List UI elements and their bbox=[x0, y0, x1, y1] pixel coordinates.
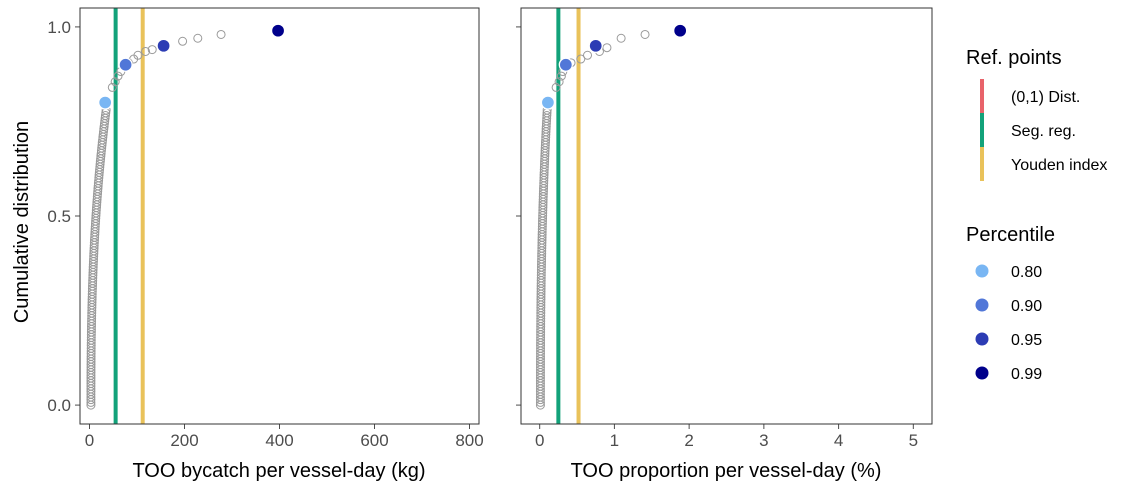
panel-left-x-title: TOO bycatch per vessel-day (kg) bbox=[132, 460, 425, 482]
panel-left-marks: 0 200 400 600 800 0.0 0.5 1.0 bbox=[47, 8, 484, 450]
data-point bbox=[640, 29, 650, 39]
x-tick-label: 800 bbox=[455, 431, 483, 450]
data-point bbox=[216, 29, 226, 39]
x-tick-label: 200 bbox=[170, 431, 198, 450]
legend-percentile-label: 0.80 bbox=[1011, 264, 1042, 281]
legend-ref-label: Youden index bbox=[1011, 157, 1107, 174]
legend-ref-items: (0,1) Dist. Seg. reg. Youden index bbox=[980, 79, 1107, 181]
x-tick-label: 2 bbox=[684, 431, 693, 450]
panel-left-border bbox=[79, 7, 480, 425]
legend-percentile-label: 0.99 bbox=[1011, 366, 1042, 383]
data-point bbox=[178, 36, 188, 46]
data-point bbox=[551, 82, 561, 92]
x-tick-label: 1 bbox=[610, 431, 619, 450]
legend-ref-title: Ref. points bbox=[966, 47, 1062, 69]
panel-right-x-title: TOO proportion per vessel-day (%) bbox=[571, 460, 882, 482]
panel-right: 0 1 2 3 4 5 TOO proportion per vessel-day (%) bbox=[516, 7, 933, 482]
percentile-point-095 bbox=[588, 38, 603, 53]
percentile-point-080 bbox=[540, 95, 556, 110]
legend-percentile-items: 0.80 0.90 0.95 0.99 bbox=[975, 264, 1042, 383]
panel-left: 0 200 400 600 800 0.0 0.5 1.0 TOO bycatch per v… bbox=[47, 7, 484, 482]
panel-right-marks: 0 1 2 3 4 5 bbox=[516, 8, 918, 450]
x-tick-label: 0 bbox=[85, 431, 94, 450]
percentile-point-090 bbox=[558, 57, 573, 72]
panel-right-border bbox=[520, 7, 933, 425]
percentile-point-090 bbox=[118, 57, 133, 72]
data-point bbox=[110, 77, 120, 87]
x-tick-label: 4 bbox=[834, 431, 843, 450]
legend-ref-label: Seg. reg. bbox=[1011, 123, 1076, 140]
data-point bbox=[113, 71, 123, 81]
data-point bbox=[554, 77, 564, 87]
legend-percentile-label: 0.95 bbox=[1011, 332, 1042, 349]
legend: Ref. points (0,1) Dist. Seg. reg. Youden i… bbox=[966, 47, 1107, 383]
legend-percentile-key bbox=[975, 264, 989, 278]
legend-percentile-key bbox=[975, 332, 989, 346]
y-tick-label: 1.0 bbox=[47, 18, 71, 37]
percentile-point-099 bbox=[270, 23, 286, 38]
data-point bbox=[616, 33, 626, 43]
legend-ref-label: (0,1) Dist. bbox=[1011, 89, 1080, 106]
data-point bbox=[556, 71, 566, 81]
x-tick-label: 5 bbox=[909, 431, 918, 450]
percentile-point-095 bbox=[156, 38, 171, 53]
legend-percentile-title: Percentile bbox=[966, 224, 1055, 246]
data-point bbox=[583, 50, 593, 60]
legend-percentile-label: 0.90 bbox=[1011, 298, 1042, 315]
legend-percentile-key bbox=[975, 366, 989, 380]
y-tick-label: 0.5 bbox=[47, 207, 71, 226]
y-axis-title: Cumulative distribution bbox=[11, 121, 33, 323]
percentile-point-080 bbox=[98, 95, 113, 110]
data-point bbox=[602, 43, 612, 53]
data-point bbox=[576, 54, 586, 64]
data-point bbox=[107, 82, 117, 92]
data-point bbox=[193, 33, 203, 43]
x-tick-label: 400 bbox=[265, 431, 293, 450]
data-point bbox=[141, 46, 151, 56]
percentile-point-099 bbox=[673, 23, 688, 38]
x-tick-label: 0 bbox=[535, 431, 544, 450]
x-tick-label: 3 bbox=[759, 431, 768, 450]
y-tick-label: 0.0 bbox=[47, 396, 71, 415]
data-point bbox=[542, 111, 552, 121]
data-point bbox=[133, 50, 143, 60]
data-point bbox=[147, 45, 157, 55]
x-tick-label: 600 bbox=[360, 431, 388, 450]
data-point bbox=[100, 111, 110, 121]
legend-percentile-key bbox=[975, 298, 989, 312]
